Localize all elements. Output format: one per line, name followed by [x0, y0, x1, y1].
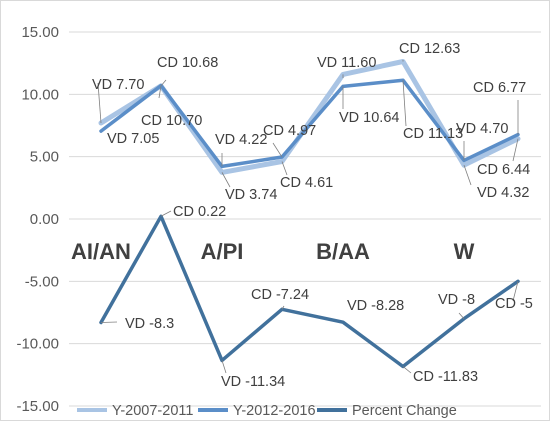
data-label: CD -7.24 [251, 287, 309, 303]
legend-item: Y-2012-2016 [198, 403, 316, 419]
data-label: VD 4.22 [215, 132, 267, 148]
data-label: VD 4.70 [456, 121, 508, 137]
series-lines [98, 59, 521, 369]
label-leader-line [402, 80, 407, 127]
data-label: VD -11.34 [221, 374, 285, 390]
legend-label: Percent Change [352, 403, 457, 419]
category-label: A/PI [201, 239, 244, 264]
data-label: VD 11.60 [317, 55, 376, 71]
legend-item: Percent Change [317, 403, 457, 419]
legend-label: Y-2007-2011 [112, 403, 193, 419]
y-tick-label: -10.00 [16, 336, 59, 353]
data-point [341, 321, 345, 324]
category-label: W [454, 239, 475, 264]
data-label: CD 10.70 [141, 113, 202, 129]
legend: Y-2007-2011 Y-2012-2016 Percent Change [77, 403, 457, 419]
data-label: VD 10.64 [339, 110, 399, 126]
category-label: B/AA [316, 239, 370, 264]
label-leader-line [272, 142, 283, 158]
data-label: CD 12.63 [399, 41, 460, 57]
data-point [220, 165, 224, 168]
data-point [401, 79, 405, 82]
data-label: VD 3.74 [225, 187, 277, 203]
label-leader-line [160, 210, 172, 217]
y-tick-label: 0.00 [30, 211, 59, 228]
y-tick-label: -15.00 [16, 398, 59, 415]
label-leader-line [402, 366, 412, 374]
label-leader-line [160, 79, 167, 87]
legend-item: Y-2007-2011 [77, 403, 193, 419]
data-label: VD 7.05 [107, 131, 159, 147]
label-leader-line [281, 305, 285, 310]
label-leader-line [97, 82, 102, 124]
label-leader-line [158, 85, 162, 99]
series-line-2 [99, 214, 520, 369]
label-leader-line [221, 172, 231, 188]
data-point [99, 321, 103, 324]
data-label: CD 6.44 [477, 162, 530, 178]
data-label: VD -8.3 [125, 316, 174, 332]
label-leader-line [281, 161, 288, 176]
data-label: CD 0.22 [173, 204, 226, 220]
series-line-1 [99, 78, 520, 169]
label-leader-line [463, 165, 472, 186]
data-labels: VD 7.70 VD 7.05 CD 10.68 CD 10.70 VD 4.22 VD … [92, 41, 533, 390]
label-leader-line [221, 360, 227, 374]
data-label: CD 4.97 [263, 123, 316, 139]
y-tick-label: 10.00 [21, 86, 59, 103]
y-tick-label: 5.00 [30, 149, 59, 166]
category-label: AI/AN [71, 239, 131, 264]
data-label: VD -8 [438, 292, 475, 308]
data-label: CD -5 [495, 296, 533, 312]
y-tick-label: -5.00 [25, 273, 59, 290]
y-axis-ticks: 15.00 10.00 5.00 0.00 -5.00 -10.00 -15.00 [16, 24, 59, 415]
data-label: VD 4.32 [477, 185, 529, 201]
legend-label: Y-2012-2016 [233, 403, 316, 419]
label-leader-line [458, 312, 465, 319]
data-label: VD 7.70 [92, 77, 144, 93]
label-leader-line [512, 281, 519, 302]
data-label: CD 10.68 [157, 55, 218, 71]
data-label: CD 4.61 [280, 175, 333, 191]
label-leader-line [512, 138, 519, 162]
data-label: CD 6.77 [473, 80, 526, 96]
y-tick-label: 15.00 [21, 24, 59, 41]
data-point [516, 280, 520, 283]
data-point [516, 137, 520, 140]
data-label: CD 11.13 [403, 126, 463, 142]
data-label: VD -8.28 [347, 298, 404, 314]
data-label: CD -11.83 [413, 369, 478, 385]
category-labels: AI/AN A/PI B/AA W [71, 239, 475, 264]
